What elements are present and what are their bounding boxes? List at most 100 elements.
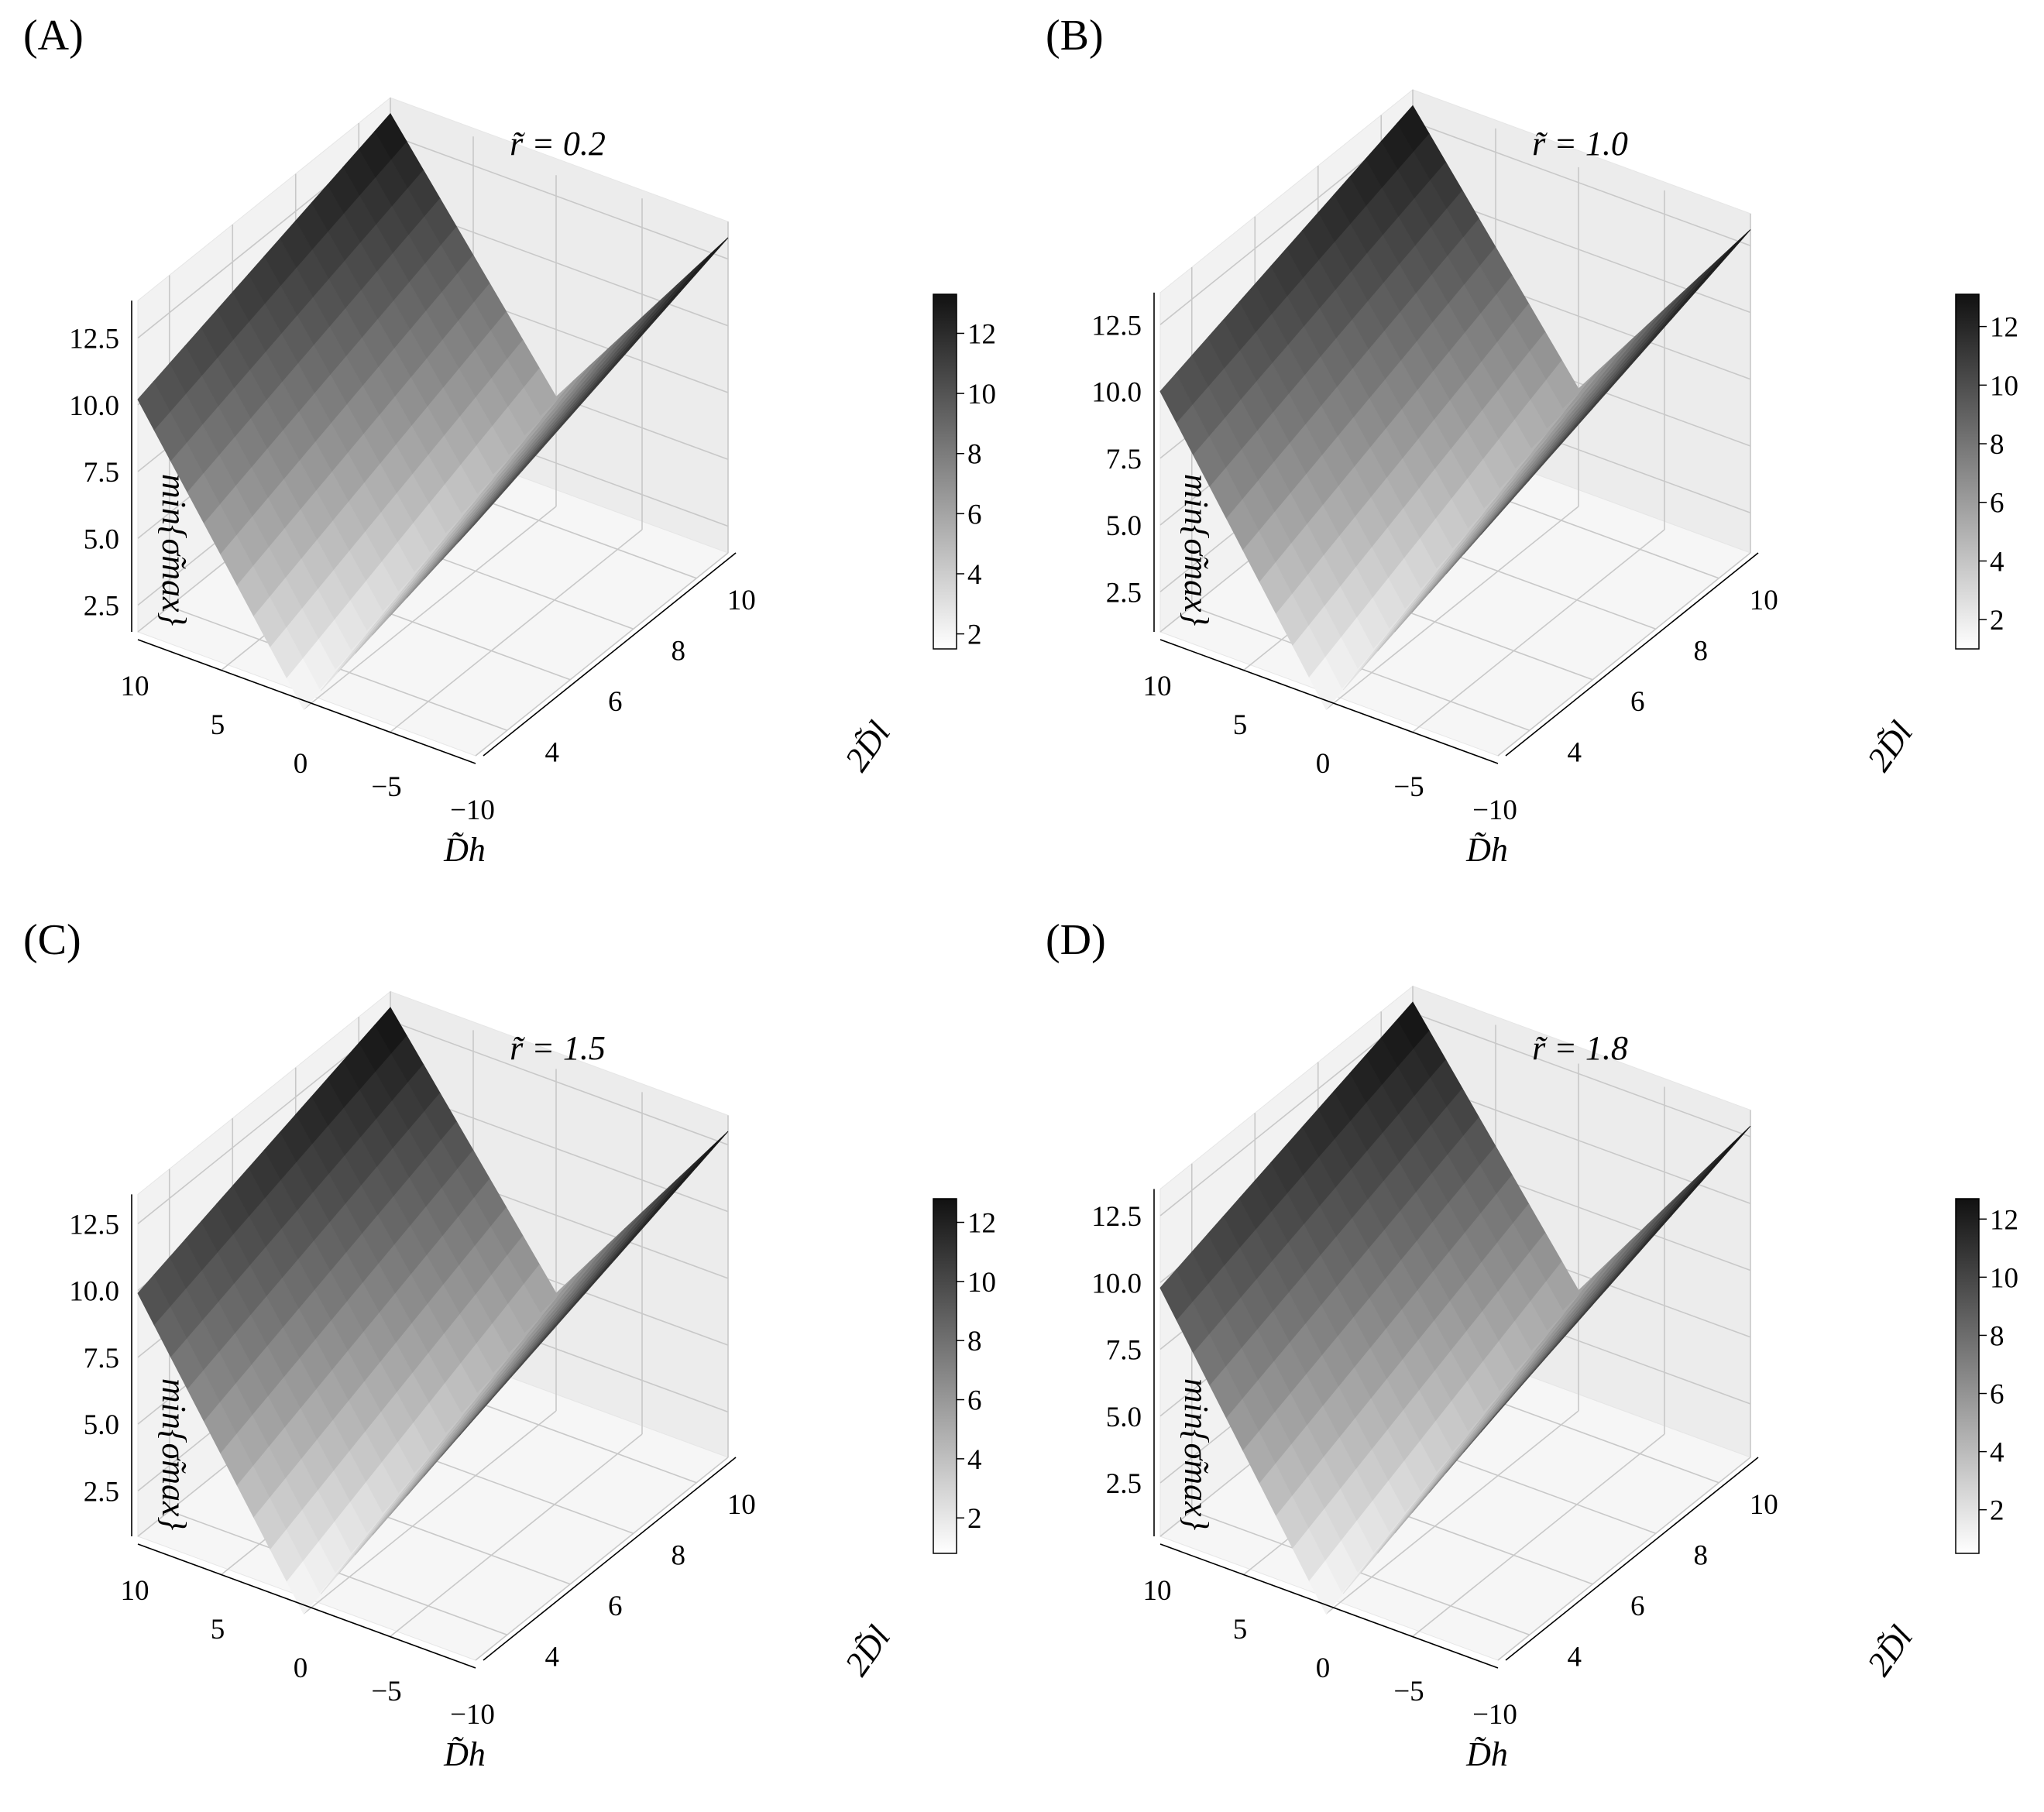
y-tick-label: 4 bbox=[545, 1641, 560, 1673]
z-tick-label: 7.5 bbox=[84, 1343, 119, 1374]
colorbar-tick-label: 2 bbox=[967, 619, 982, 651]
floor-grid-x bbox=[303, 506, 557, 710]
y-tick-label: 6 bbox=[1630, 1591, 1645, 1622]
x-tick-label: −10 bbox=[1472, 1699, 1517, 1731]
z-tick-label: 10.0 bbox=[1091, 377, 1142, 409]
x-axis-label: D̃h bbox=[1465, 1735, 1508, 1773]
x-tick-label: 10 bbox=[121, 1575, 149, 1607]
surface-facet bbox=[1480, 497, 1514, 535]
x-tick-label: 10 bbox=[121, 671, 149, 702]
surface-facet bbox=[1480, 1393, 1514, 1433]
z-tick-label: 7.5 bbox=[1106, 1335, 1142, 1367]
z-tick-label: 12.5 bbox=[1091, 310, 1142, 341]
y-tick-label: 6 bbox=[1630, 686, 1645, 718]
y-axis-label: 2D̃l bbox=[1860, 1619, 1920, 1683]
tick-labels: 10 5 0 −5 −10 4 6 8 10 2.5 5.0 7.5 10.0 12.5 bbox=[1091, 310, 1778, 826]
colorbar-tick-label: 12 bbox=[1990, 1204, 2018, 1236]
panel-label: (C) bbox=[23, 916, 81, 964]
y-tick-label: 8 bbox=[1694, 635, 1709, 667]
y-tick-label: 10 bbox=[1750, 1489, 1778, 1521]
x-tick-label: 5 bbox=[211, 709, 225, 741]
colorbar-gradient bbox=[1955, 293, 1980, 650]
x-tick-label: −5 bbox=[1393, 1676, 1424, 1707]
chart-title: r̃ = 1.8 bbox=[1532, 1029, 1628, 1067]
x-tick-label: −10 bbox=[450, 1699, 495, 1731]
floor-grid-x bbox=[1497, 1457, 1751, 1661]
surface bbox=[137, 1007, 729, 1615]
tick-labels: 10 5 0 −5 −10 4 6 8 10 2.5 5.0 7.5 10.0 12.5 bbox=[69, 1209, 756, 1731]
back-grid-z bbox=[390, 134, 729, 260]
x-axis-line bbox=[1159, 1543, 1499, 1669]
colorbar: 2 4 6 8 10 12 bbox=[1955, 1198, 2018, 1554]
chart-title: r̃ = 1.5 bbox=[510, 1029, 606, 1067]
z-axis-label: min{σ̃max} bbox=[155, 474, 193, 626]
colorbar-gradient bbox=[933, 1198, 957, 1554]
panel-c: (C) 10 5 0 −5 −10 4 6 8 10 2.5 5.0 7.5 10.0 12.5 r̃ = … bbox=[0, 904, 1022, 1809]
axis-lines bbox=[131, 300, 737, 764]
z-tick-label: 5.0 bbox=[84, 523, 119, 555]
y-tick-label: 4 bbox=[1568, 736, 1582, 768]
colorbar: 2 4 6 8 10 12 bbox=[1955, 293, 2018, 650]
y-tick-label: 10 bbox=[727, 1489, 756, 1521]
surface bbox=[1159, 105, 1751, 710]
back-grid-z bbox=[1412, 121, 1751, 247]
surface-plot-a: 10 5 0 −5 −10 4 6 8 10 2.5 5.0 7.5 10.0 12.5 r̃ = 0.2 D… bbox=[69, 97, 996, 869]
floor-grid-x bbox=[303, 1410, 557, 1615]
floor-grid-x bbox=[389, 1433, 643, 1638]
left-grid-z bbox=[1159, 1012, 1414, 1217]
floor-grid-x bbox=[1325, 506, 1579, 710]
y-tick-label: 8 bbox=[672, 1539, 686, 1571]
z-tick-label: 12.5 bbox=[69, 1209, 119, 1241]
colorbar-tick-label: 2 bbox=[1990, 1495, 2004, 1527]
y-axis-line bbox=[483, 1457, 737, 1661]
back-grid-z bbox=[1412, 1012, 1751, 1138]
colorbar-tick-label: 4 bbox=[967, 559, 982, 591]
x-tick-label: 0 bbox=[294, 748, 308, 780]
y-tick-label: 4 bbox=[545, 736, 560, 768]
floor-grid-x bbox=[1411, 1433, 1665, 1638]
colorbar-tick-label: 10 bbox=[967, 379, 996, 410]
axis-lines bbox=[131, 1194, 737, 1669]
colorbar-tick-label: 6 bbox=[967, 499, 982, 530]
surface-plot-d: 10 5 0 −5 −10 4 6 8 10 2.5 5.0 7.5 10.0 12.5 r̃ = 1.8 D… bbox=[1091, 985, 2018, 1773]
panel-d: (D) 10 5 0 −5 −10 4 6 8 10 2.5 5.0 7.5 10.0 12.5 r̃ = … bbox=[1022, 904, 2044, 1809]
z-axis-label: min{σ̃max} bbox=[1177, 1378, 1215, 1531]
tick-labels: 10 5 0 −5 −10 4 6 8 10 2.5 5.0 7.5 10.0 12.5 bbox=[69, 324, 756, 827]
floor-grid-x bbox=[1411, 529, 1665, 733]
y-axis-label: 2D̃l bbox=[837, 715, 898, 778]
surface bbox=[137, 113, 729, 710]
colorbar-tick-label: 8 bbox=[967, 439, 982, 471]
panel-label: (D) bbox=[1046, 916, 1106, 964]
z-tick-label: 7.5 bbox=[1106, 444, 1142, 475]
z-tick-label: 2.5 bbox=[1106, 1468, 1142, 1500]
x-tick-label: −5 bbox=[371, 771, 401, 803]
y-tick-label: 10 bbox=[727, 585, 756, 616]
colorbar: 2 4 6 8 10 12 bbox=[933, 1198, 996, 1554]
x-axis-line bbox=[137, 639, 476, 764]
y-tick-label: 8 bbox=[672, 635, 686, 667]
y-tick-label: 6 bbox=[608, 686, 623, 718]
z-tick-label: 10.0 bbox=[69, 390, 119, 422]
colorbar-tick-label: 6 bbox=[1990, 488, 2004, 520]
colorbar-tick-label: 2 bbox=[1990, 605, 2004, 637]
floor-grid-x bbox=[1325, 1410, 1579, 1615]
x-axis-label: D̃h bbox=[443, 1735, 486, 1773]
x-tick-label: −10 bbox=[450, 794, 495, 826]
axis-lines bbox=[1153, 292, 1759, 764]
z-axis-label: min{σ̃max} bbox=[155, 1378, 193, 1531]
panel-b: (B) 10 5 0 −5 −10 4 6 8 10 2.5 5.0 7.5 10.0 12.5 r̃ = … bbox=[1022, 0, 2044, 904]
x-tick-label: 5 bbox=[211, 1614, 225, 1646]
colorbar-gradient bbox=[933, 293, 957, 650]
y-tick-label: 4 bbox=[1568, 1641, 1582, 1673]
colorbar-tick-label: 4 bbox=[1990, 546, 2004, 578]
colorbar-tick-label: 4 bbox=[967, 1444, 982, 1476]
x-tick-label: 0 bbox=[1316, 748, 1331, 780]
panel-label: (B) bbox=[1046, 12, 1104, 60]
colorbar: 2 4 6 8 10 12 bbox=[933, 293, 996, 651]
x-tick-label: 0 bbox=[294, 1652, 308, 1684]
y-axis-label: 2D̃l bbox=[837, 1619, 898, 1683]
z-tick-label: 10.0 bbox=[69, 1276, 119, 1308]
colorbar-tick-label: 10 bbox=[1990, 370, 2018, 402]
tick-labels: 10 5 0 −5 −10 4 6 8 10 2.5 5.0 7.5 10.0 12.5 bbox=[1091, 1201, 1778, 1731]
